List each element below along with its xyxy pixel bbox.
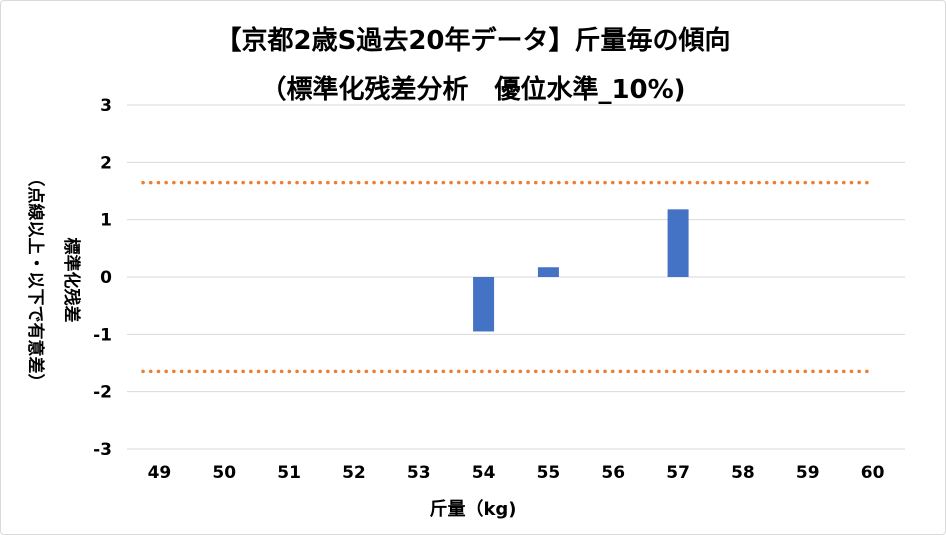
x-tick-label: 49	[148, 463, 172, 483]
x-axis-title: 斤量（kg)	[429, 499, 517, 520]
x-tick-label: 54	[472, 463, 496, 483]
grid-lines	[127, 104, 905, 450]
y-tick-label: -3	[93, 440, 112, 460]
bar	[537, 267, 559, 277]
y-axis-title-line2: （点線以上・以下で有意差）	[25, 170, 46, 391]
y-axis-title: 標準化残差 （点線以上・以下で有意差）	[25, 170, 82, 391]
y-tick-labels: 3 2 1 0 -1 -2 -3	[93, 96, 112, 460]
x-tick-label: 55	[537, 463, 561, 483]
x-tick-label: 58	[731, 463, 755, 483]
x-tick-label: 59	[796, 463, 820, 483]
x-tick-labels: 49 50 51 52 53 54 55 56 57 58 59 60	[148, 463, 885, 483]
x-tick-label: 57	[666, 463, 690, 483]
y-tick-label: 0	[100, 268, 112, 288]
bar	[667, 209, 689, 277]
chart-title: 【京都2歳S過去20年データ】斤量毎の傾向	[215, 26, 731, 56]
y-tick-label: 1	[100, 211, 112, 231]
threshold-lines	[141, 180, 876, 374]
y-tick-label: -1	[93, 325, 112, 345]
chart-subtitle: （標準化残差分析 優位水準_10%)	[260, 75, 686, 105]
bar	[473, 277, 495, 332]
y-tick-label: 3	[100, 96, 112, 116]
bar-series	[473, 209, 689, 332]
x-tick-label: 56	[601, 463, 625, 483]
x-tick-label: 60	[861, 463, 885, 483]
y-tick-label: -2	[93, 383, 112, 403]
x-tick-label: 50	[212, 463, 236, 483]
x-tick-label: 53	[407, 463, 431, 483]
x-tick-label: 52	[342, 463, 366, 483]
y-tick-label: 2	[100, 153, 112, 173]
y-axis-title-line1: 標準化残差	[61, 238, 82, 323]
x-tick-label: 51	[277, 463, 301, 483]
